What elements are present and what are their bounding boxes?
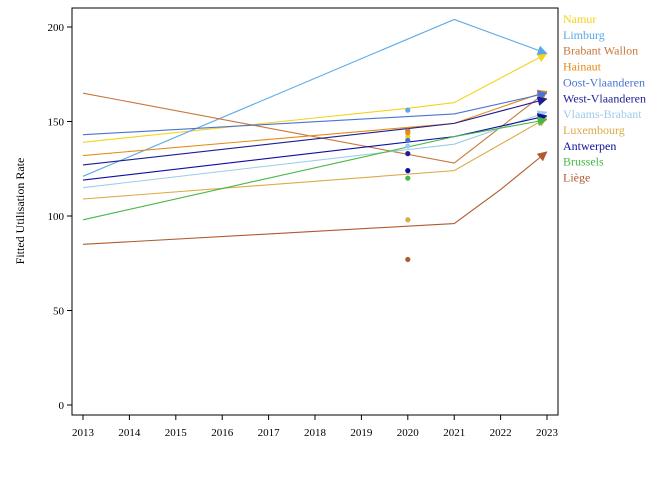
series-line-namur	[82, 52, 548, 143]
point-2020-antwerpen	[405, 168, 411, 174]
x-tick-label-2020: 2020	[397, 427, 420, 439]
legend-item-brussels: Brussels	[563, 155, 604, 169]
series-arrowhead-liege	[536, 151, 548, 162]
series-line-brabant-wallon	[82, 90, 548, 164]
point-2020-limburg	[405, 107, 411, 113]
point-2020-luxembourg	[405, 217, 411, 223]
x-tick-label-2016: 2016	[211, 427, 234, 439]
point-2020-oost-vlaanderen	[405, 137, 411, 143]
x-axis-ticks: 2013 2014 2015 2016 2017 2018 2019 2020 2021 2022…	[72, 415, 559, 439]
y-tick-label-150: 150	[48, 117, 65, 129]
y-axis-title: Fitted Utilisation Rate	[13, 158, 27, 265]
series-points	[405, 107, 411, 263]
point-2020-vlaams-brabant	[405, 143, 411, 149]
series-lines	[82, 18, 548, 245]
plot-frame	[71, 7, 559, 416]
x-tick-label-2014: 2014	[118, 427, 141, 439]
series-line-oost-vlaanderen	[82, 92, 548, 136]
series-arrowhead-limburg	[536, 45, 548, 55]
series-arrowhead-brussels	[537, 116, 548, 127]
x-tick-label-2013: 2013	[72, 427, 95, 439]
x-tick-label-2015: 2015	[165, 427, 188, 439]
point-2020-hainaut	[405, 130, 411, 136]
x-tick-label-2019: 2019	[350, 427, 373, 439]
y-tick-label-100: 100	[48, 211, 65, 223]
legend-item-namur: Namur	[563, 12, 596, 26]
series-line-brussels	[82, 119, 548, 221]
series-line-liege	[82, 151, 548, 245]
series-line-antwerpen	[82, 115, 548, 181]
legend-item-vlaams-brabant: Vlaams-Brabant	[563, 107, 642, 121]
point-2020-namur	[405, 134, 411, 140]
y-axis-ticks: 0 50 100 150 200	[48, 22, 72, 412]
x-tick-label-2017: 2017	[258, 427, 281, 439]
series-line-luxembourg	[82, 117, 548, 200]
point-2020-liege	[405, 256, 411, 263]
x-tick-label-2018: 2018	[304, 427, 327, 439]
x-tick-label-2022: 2022	[490, 427, 512, 439]
legend-item-luxembourg: Luxembourg	[563, 123, 625, 137]
series-line-limburg	[82, 18, 548, 177]
series-arrowhead-west-vlaanderen	[536, 96, 548, 106]
y-tick-label-0: 0	[59, 400, 65, 412]
x-tick-label-2023: 2023	[536, 427, 559, 439]
legend-item-liege: Liège	[563, 171, 590, 185]
series-line-hainaut	[82, 90, 548, 157]
legend-item-oost-vlaanderen: Oost-Vlaanderen	[563, 75, 645, 89]
legend-item-brabant-wallon: Brabant Wallon	[563, 44, 638, 58]
legend-item-west-vlaanderen: West-Vlaanderen	[563, 91, 646, 105]
y-tick-label-50: 50	[53, 306, 65, 318]
point-2020-brussels	[405, 175, 411, 181]
series-line-west-vlaanderen	[82, 98, 548, 166]
legend-item-limburg: Limburg	[563, 28, 605, 42]
point-2020-west-vlaanderen	[405, 151, 411, 157]
legend: Namur Limburg Brabant Wallon HainautOost-Vl…	[563, 12, 646, 185]
legend-item-hainaut: Hainaut	[563, 60, 602, 74]
x-tick-label-2021: 2021	[443, 427, 465, 439]
y-tick-label-200: 200	[48, 22, 65, 34]
legend-item-antwerpen: Antwerpen	[563, 139, 616, 153]
